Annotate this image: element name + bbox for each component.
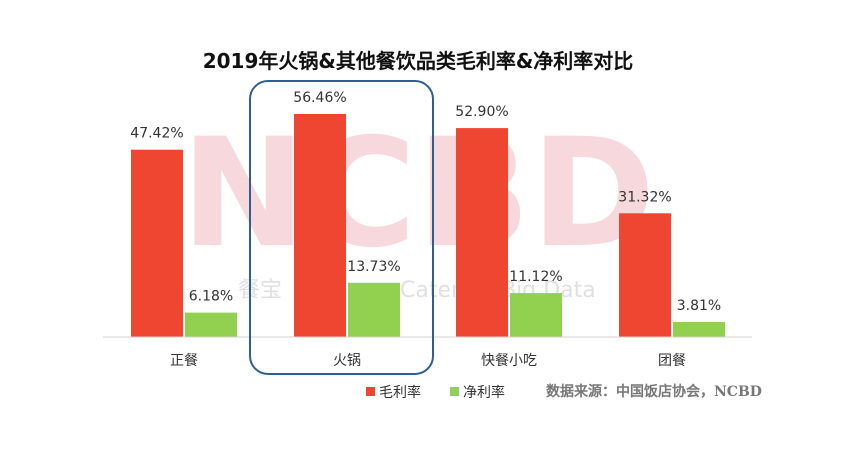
bar-net-3 xyxy=(673,322,725,337)
legend: 毛利率 净利率 xyxy=(366,384,505,401)
bar-net-1 xyxy=(348,282,400,337)
category-label-2: 快餐小吃 xyxy=(481,353,537,369)
value-label-net-2: 11.12% xyxy=(509,269,562,285)
value-label-net-1: 13.73% xyxy=(347,259,400,275)
bar-gross-0 xyxy=(131,149,183,337)
bar-net-0 xyxy=(185,312,237,337)
value-label-net-0: 6.18% xyxy=(189,289,233,305)
category-label-3: 团餐 xyxy=(658,353,686,369)
bar-gross-1 xyxy=(294,114,346,337)
bars-group xyxy=(131,114,725,337)
bar-gross-3 xyxy=(619,213,671,337)
value-label-gross-3: 31.32% xyxy=(618,189,671,205)
watermark-sub-cn: 餐宝 xyxy=(238,278,282,303)
category-label-0: 正餐 xyxy=(170,353,198,369)
highlight-box xyxy=(249,80,434,375)
category-label-1: 火锅 xyxy=(333,353,361,369)
legend-label-gross-margin: 毛利率 xyxy=(379,384,421,401)
chart-title: 2019年火锅&其他餐饮品类毛利率&净利率对比 xyxy=(203,49,634,73)
category-labels-group: 正餐 火锅 快餐小吃 团餐 xyxy=(170,353,686,369)
watermark-main: NCBD xyxy=(181,107,655,281)
bar-gross-2 xyxy=(456,128,508,337)
bar-net-2 xyxy=(510,293,562,337)
watermark: NCBD 餐宝 Catering Big Data xyxy=(181,107,655,303)
legend-swatch-gross-margin xyxy=(366,387,375,396)
source-note: 数据来源：中国饭店协会，NCBD xyxy=(546,383,762,400)
legend-swatch-net-margin xyxy=(450,387,459,396)
value-label-net-3: 3.81% xyxy=(677,298,721,314)
value-labels-group: 47.42% 6.18% 56.46% 13.73% 52.90% 11.12% 31.32… xyxy=(130,90,721,314)
value-label-gross-1: 56.46% xyxy=(293,90,346,106)
value-label-gross-0: 47.42% xyxy=(130,126,183,142)
value-label-gross-2: 52.90% xyxy=(455,104,508,120)
legend-label-net-margin: 净利率 xyxy=(463,384,505,401)
